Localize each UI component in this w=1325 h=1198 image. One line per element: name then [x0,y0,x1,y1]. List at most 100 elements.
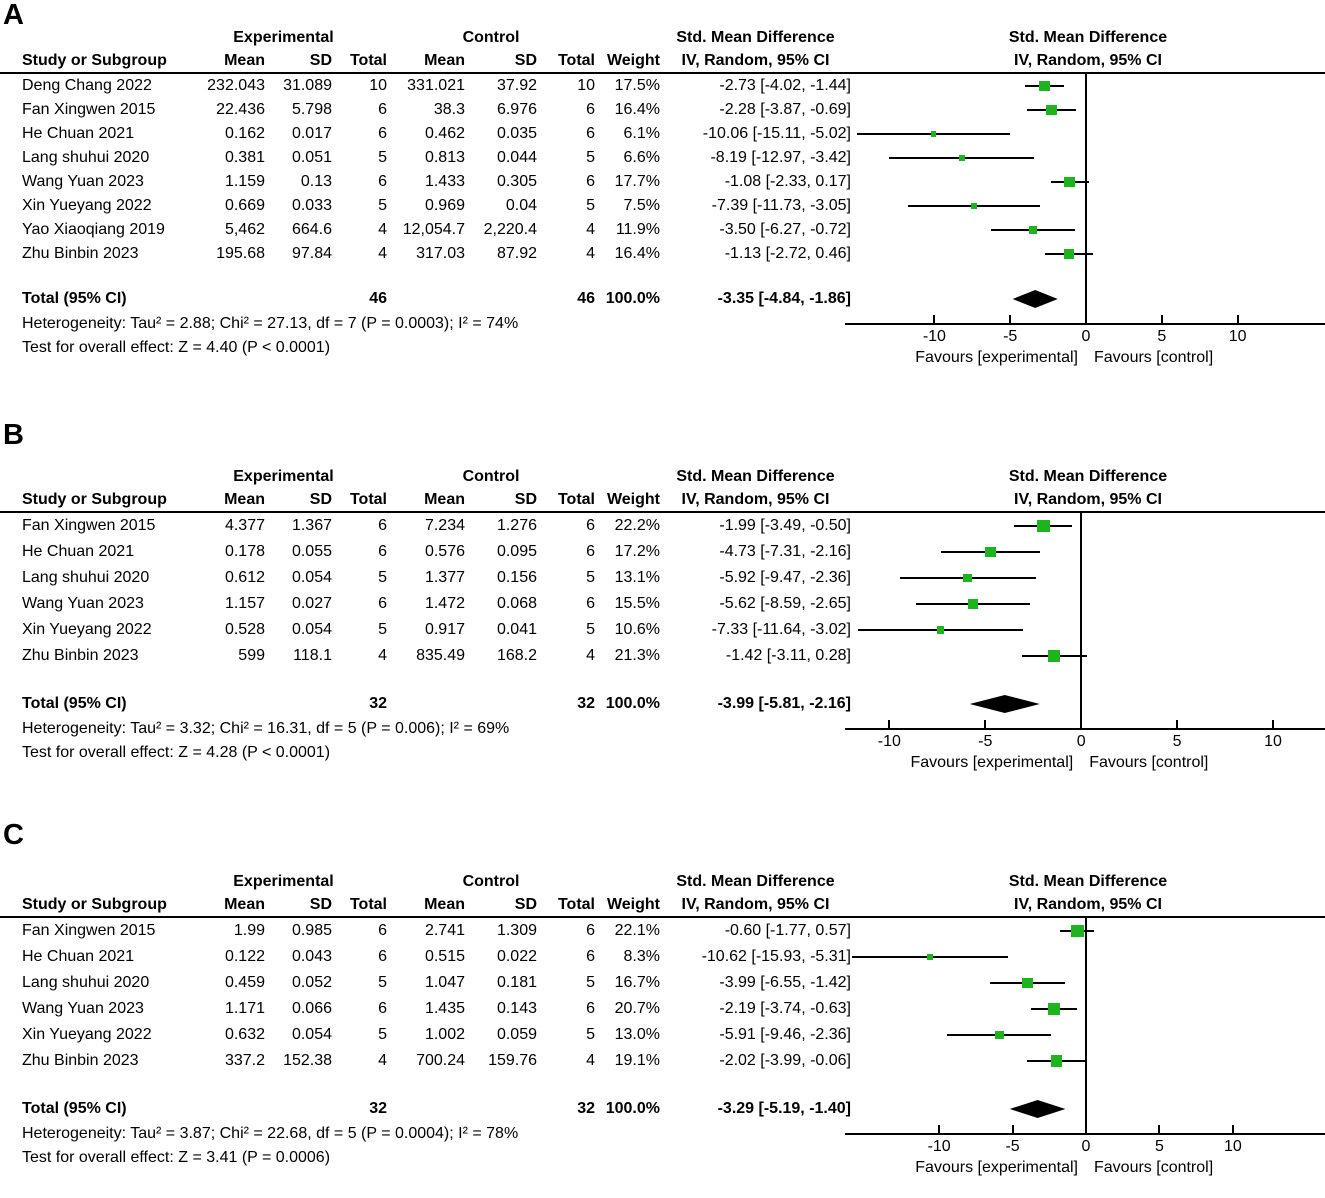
ctl-mean: 700.24 [416,1052,465,1069]
ctl-sd: 0.143 [496,1000,537,1017]
smd-ci-text: -7.39 [-11.73, -3.05] [711,197,851,214]
exp-total-header: Total [349,490,387,508]
study-row: Xin Yueyang 2022 0.632 0.054 5 1.002 0.059 5 13… [0,1022,1325,1048]
exp-mean-header: Mean [224,490,265,508]
ctl-mean: 0.576 [424,543,465,560]
ctl-mean: 1.472 [424,595,465,612]
total-label: Total (95% CI) [22,695,127,712]
study-name: He Chuan 2021 [22,125,135,142]
forest-panel-a: A Experimental Control Std. Mean Differenc… [0,0,1325,420]
total-row: Total (95% CI) 46 46 100.0% -3.35 [-4.84, -1… [0,286,1325,312]
iv-random-plot-header: IV, Random, 95% CI [1014,51,1162,69]
ctl-sd: 0.04 [505,197,537,214]
exp-total: 5 [378,569,387,586]
ctl-sd: 2,220.4 [483,221,537,238]
exp-mean: 1.171 [224,1000,265,1017]
ctl-total: 6 [586,1000,595,1017]
study-row: Wang Yuan 2023 1.157 0.027 6 1.472 0.068 6 15.5… [0,591,1325,617]
forest-panel-c: C Experimental Control Std. Mean Differenc… [0,820,1325,1198]
exp-total: 6 [378,173,387,190]
exp-mean: 0.528 [224,621,265,638]
study-name: Lang shuhui 2020 [22,149,150,166]
column-header-row: Study or Subgroup Mean SD Total Mean SD Total W… [0,488,1325,513]
weight-header: Weight [606,895,660,913]
ctl-mean: 0.462 [424,125,465,142]
smd-ci-text: -1.13 [-2.72, 0.46] [724,245,851,262]
ctl-total: 4 [586,1052,595,1069]
heterogeneity-note: Heterogeneity: Tau² = 2.88; Chi² = 27.13… [22,315,519,332]
ctl-mean-header: Mean [424,51,465,69]
study-name: Lang shuhui 2020 [22,569,150,586]
exp-total: 5 [378,974,387,991]
weight: 21.3% [614,647,660,664]
exp-mean-header: Mean [224,895,265,913]
total-exp-n: 32 [369,1100,387,1117]
study-name: Zhu Binbin 2023 [22,1052,139,1069]
ctl-total: 5 [586,621,595,638]
ctl-total-header: Total [557,895,595,913]
control-group-header: Control [462,467,520,485]
experimental-group-header: Experimental [233,467,334,485]
overall-effect-note: Test for overall effect: Z = 4.40 (P < 0… [22,339,331,356]
study-row: Lang shuhui 2020 0.459 0.052 5 1.047 0.181 5 16… [0,970,1325,996]
exp-sd: 664.6 [291,221,332,238]
exp-sd: 0.054 [291,1026,332,1043]
ctl-mean: 38.3 [433,101,465,118]
exp-total-header: Total [349,895,387,913]
exp-sd-header: SD [309,51,332,69]
exp-total: 6 [378,517,387,534]
exp-total: 6 [378,948,387,965]
ctl-total: 5 [586,1026,595,1043]
study-name: Lang shuhui 2020 [22,974,150,991]
group-header-row: Experimental Control Std. Mean Difference S… [0,870,1325,893]
weight: 19.1% [614,1052,660,1069]
ctl-total: 5 [586,569,595,586]
exp-sd: 1.367 [291,517,332,534]
weight: 7.5% [623,197,660,214]
study-column-header: Study or Subgroup [22,895,167,913]
study-name: Fan Xingwen 2015 [22,101,156,118]
weight: 22.1% [614,922,660,939]
study-column-header: Study or Subgroup [22,51,167,69]
exp-mean: 0.122 [224,948,265,965]
study-row: He Chuan 2021 0.162 0.017 6 0.462 0.035 6 6.1% -… [0,122,1325,146]
weight: 13.0% [614,1026,660,1043]
total-smd-ci: -3.35 [-4.84, -1.86] [717,290,851,307]
exp-total: 6 [378,595,387,612]
exp-sd: 0.051 [291,149,332,166]
ctl-mean: 1.047 [424,974,465,991]
exp-total: 5 [378,621,387,638]
exp-mean: 5,462 [224,221,265,238]
study-name: Xin Yueyang 2022 [22,1026,152,1043]
study-row: Xin Yueyang 2022 0.528 0.054 5 0.917 0.041 5 10… [0,617,1325,643]
ctl-sd: 37.92 [496,77,537,94]
weight-header: Weight [606,51,660,69]
study-name: He Chuan 2021 [22,948,135,965]
spacer-row [0,266,1325,286]
study-name: Fan Xingwen 2015 [22,517,156,534]
ctl-sd: 0.181 [496,974,537,991]
exp-mean: 4.377 [224,517,265,534]
exp-mean: 0.178 [224,543,265,560]
exp-sd: 0.985 [291,922,332,939]
exp-total: 6 [378,543,387,560]
exp-sd: 0.033 [291,197,332,214]
exp-sd: 0.054 [291,621,332,638]
study-row: He Chuan 2021 0.122 0.043 6 0.515 0.022 6 8.3% -… [0,944,1325,970]
column-header-row: Study or Subgroup Mean SD Total Mean SD Total W… [0,893,1325,918]
smd-ci-text: -5.62 [-8.59, -2.65] [719,595,851,612]
spacer-row [0,669,1325,691]
total-ctl-n: 32 [577,695,595,712]
exp-sd: 118.1 [293,647,332,664]
ctl-total: 4 [586,647,595,664]
exp-mean: 337.2 [224,1052,265,1069]
ctl-mean: 317.03 [416,245,465,262]
ctl-mean-header: Mean [424,490,465,508]
study-row: Lang shuhui 2020 0.612 0.054 5 1.377 0.156 5 13… [0,565,1325,591]
ctl-total: 5 [586,974,595,991]
exp-sd: 152.38 [283,1052,332,1069]
exp-mean: 0.632 [224,1026,265,1043]
exp-total-header: Total [349,51,387,69]
exp-mean: 599 [238,647,265,664]
ctl-mean: 835.49 [416,647,465,664]
